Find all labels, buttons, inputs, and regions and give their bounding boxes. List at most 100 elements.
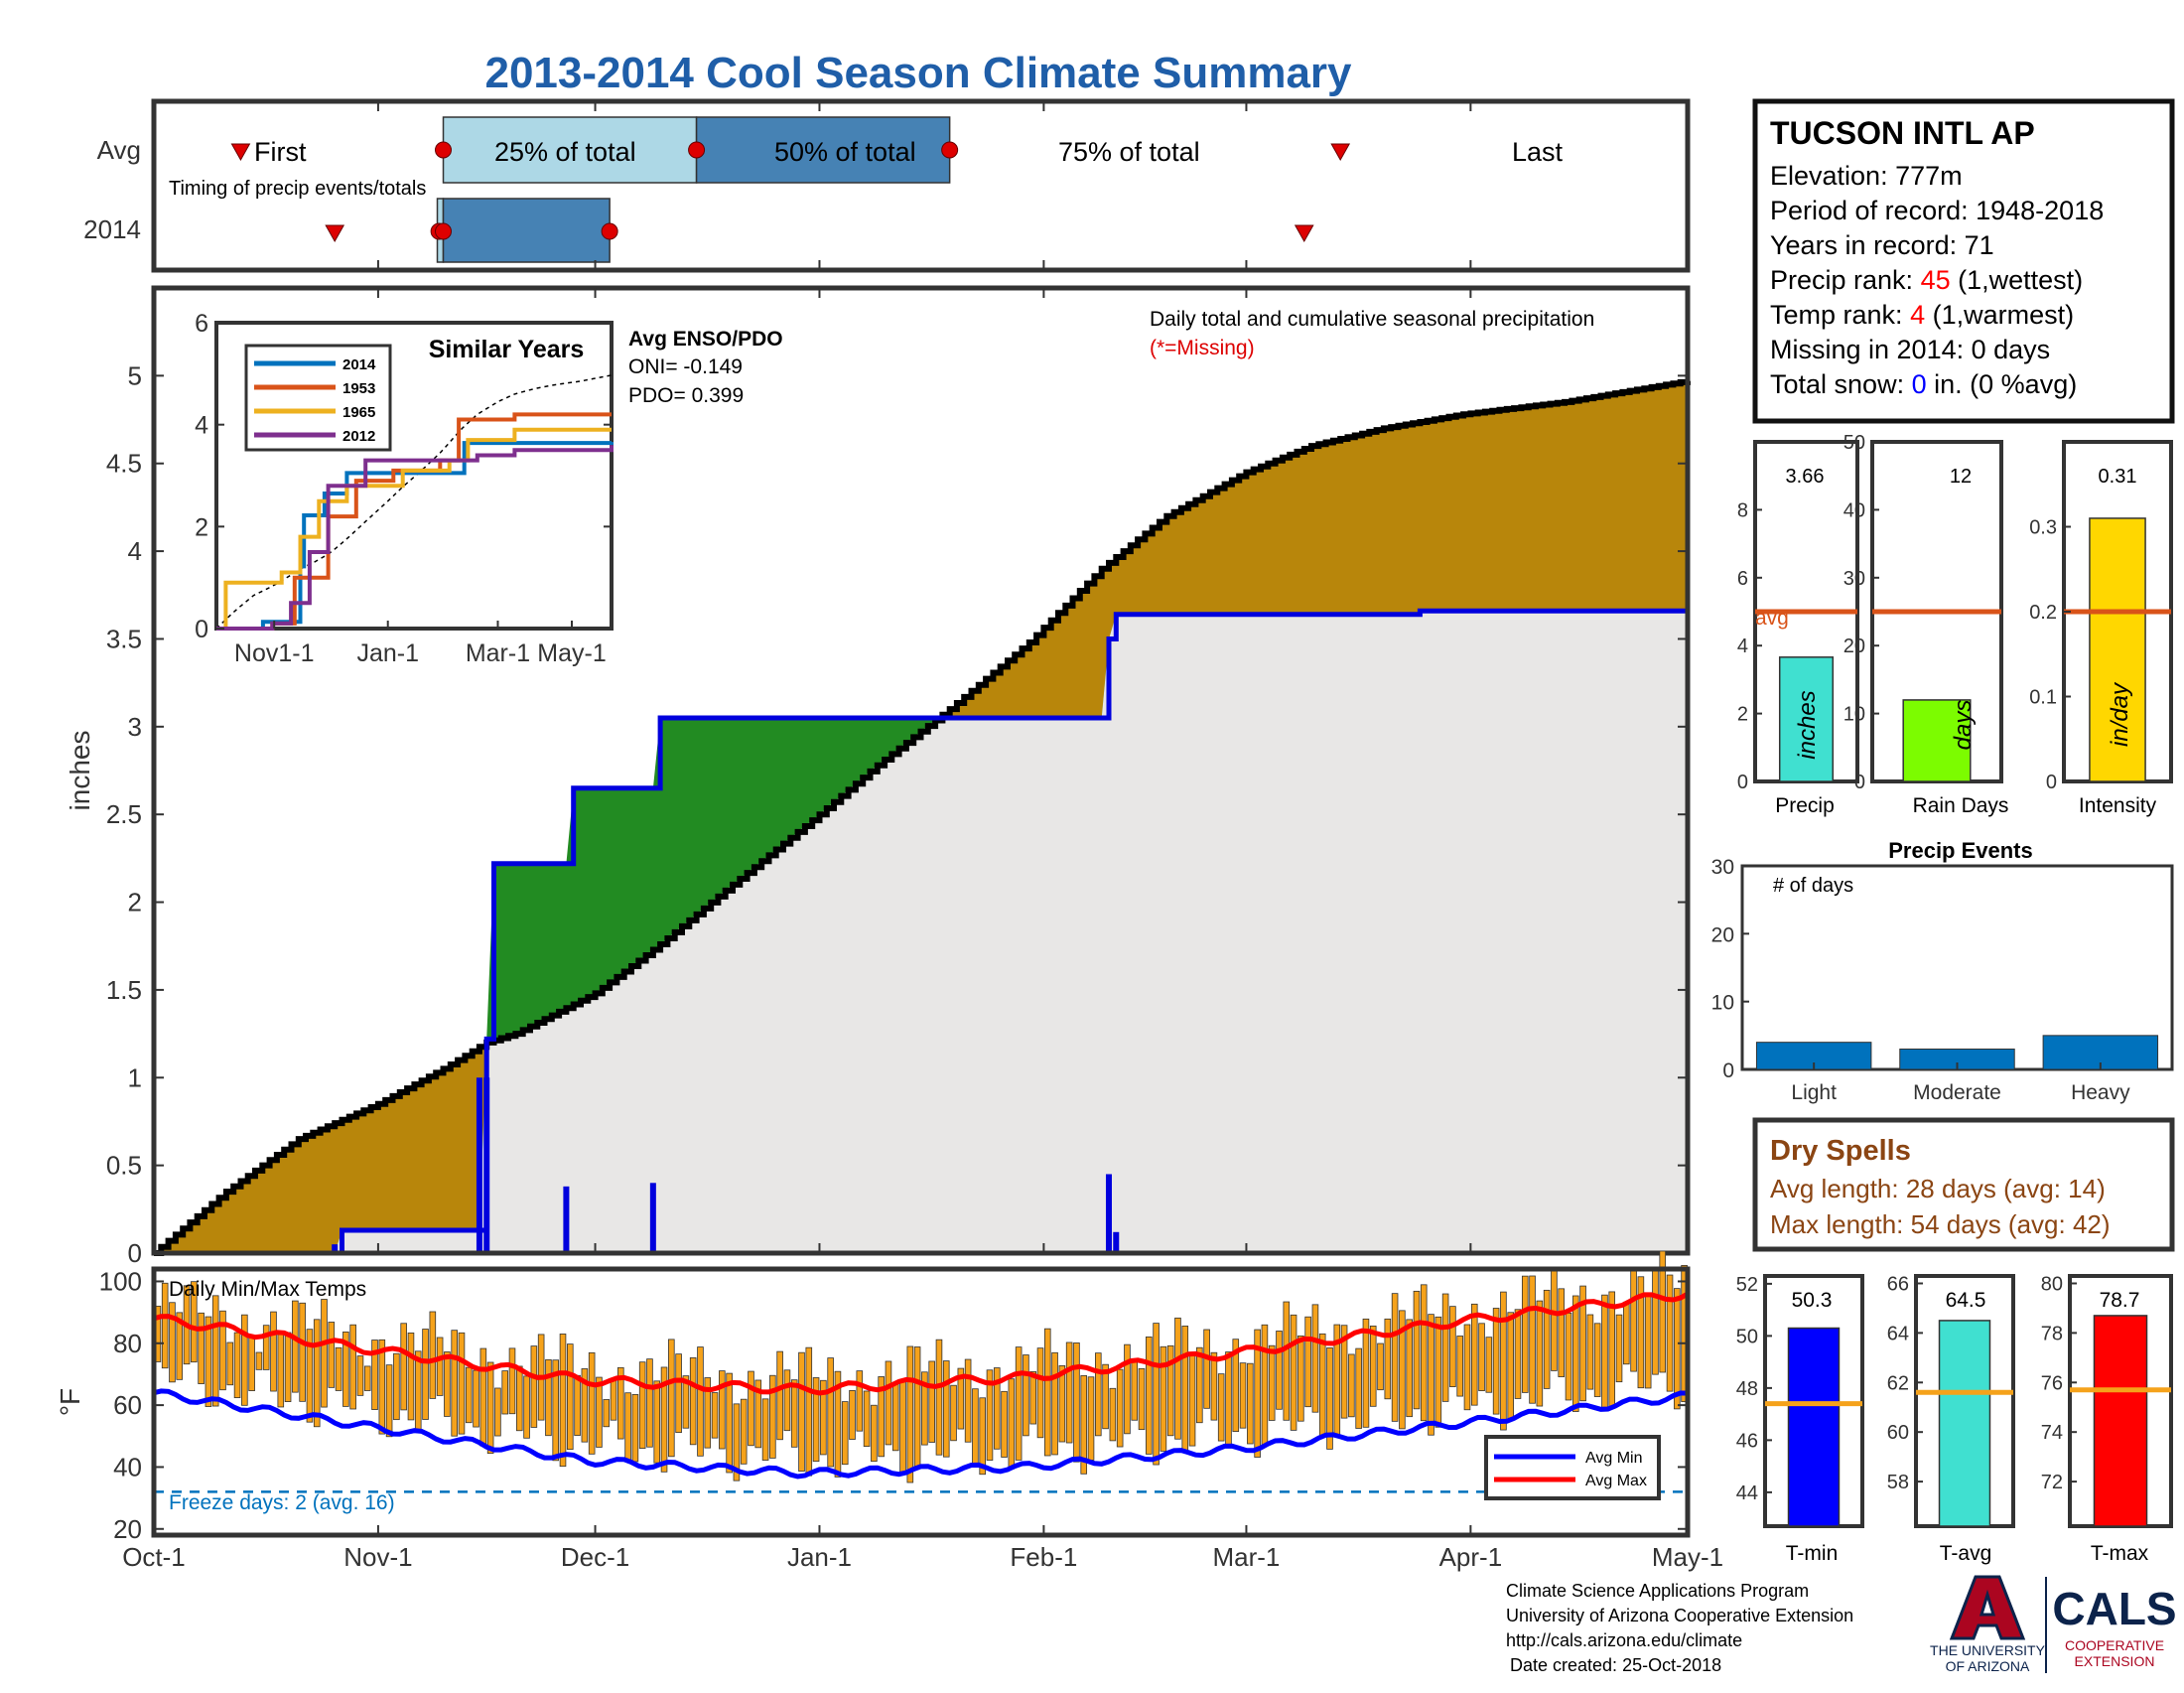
timing-avg-marker <box>435 141 453 159</box>
precip-stat-tick-label: 8 <box>1737 499 1748 521</box>
daily-temp-bar <box>689 1356 697 1446</box>
daily-temp-bar <box>1124 1343 1131 1435</box>
station-missing: Missing in 2014: 0 days <box>1770 335 2050 364</box>
main-missing-note: (*=Missing) <box>1150 337 1255 359</box>
daily-temp-bar <box>226 1341 234 1386</box>
raindays-stat-tick-label: 40 <box>1843 499 1865 521</box>
timing-avg-first-marker <box>230 143 251 162</box>
station-info-box: TUCSON INTL AP Elevation: 777m Period of… <box>1752 98 2175 424</box>
daily-temp-bar <box>1558 1288 1566 1377</box>
daily-temp-bar <box>349 1324 356 1410</box>
daily-temp-bar <box>1348 1353 1355 1418</box>
daily-temp-bar <box>191 1281 198 1363</box>
temp-ytick-label: 80 <box>113 1329 142 1358</box>
daily-temp-bar <box>436 1337 444 1396</box>
legend-text-1953: 1953 <box>342 380 375 397</box>
ua-logo: THE UNIVERSITY OF ARIZONA CALS COOPERATI… <box>1930 1575 2177 1674</box>
daily-temp-bar <box>1536 1300 1544 1407</box>
daily-temp-bar <box>1492 1308 1500 1415</box>
precip-event-category: Light <box>1791 1081 1837 1104</box>
main-ylabel: inches <box>65 731 95 811</box>
daily-precip-bar <box>1113 1231 1120 1253</box>
daily-temp-bar <box>624 1392 631 1462</box>
page-title: 2013-2014 Cool Season Climate Summary <box>484 49 1352 97</box>
tmin-tick-label: 48 <box>1736 1378 1758 1400</box>
daily-temp-bar <box>501 1370 508 1415</box>
daily-temp-bar <box>1001 1390 1008 1458</box>
daily-temp-bar <box>1268 1344 1276 1421</box>
daily-temp-bar <box>935 1339 943 1456</box>
events-tick-label: 0 <box>1722 1059 1734 1082</box>
daily-temp-bar <box>783 1369 791 1432</box>
main-annotation: Daily total and cumulative seasonal prec… <box>1150 308 1594 331</box>
daily-precip-bar <box>563 1186 570 1253</box>
avg-max-line <box>153 1291 1690 1396</box>
temp-bar-labels: T-min T-avg T-max 50.3 64.5 78.7 <box>1786 1289 2149 1565</box>
daily-temp-bar <box>313 1319 321 1428</box>
events-tick-label: 20 <box>1711 923 1734 946</box>
avg-cumulative-line <box>154 378 1691 1256</box>
daily-temp-bar <box>465 1366 473 1424</box>
daily-temp-bar <box>1095 1352 1102 1437</box>
daily-temp-bar <box>1225 1351 1232 1445</box>
daily-temp-bar <box>1210 1351 1218 1421</box>
stat-bar-labels: Precip Rain Days Intensity 3.66 12 0.31 … <box>1755 466 2157 817</box>
daily-temp-bar <box>638 1361 646 1449</box>
tavg-tick-label: 62 <box>1887 1372 1909 1394</box>
daily-temp-bar <box>871 1404 878 1463</box>
station-period: Period of record: 1948-2018 <box>1770 196 2104 225</box>
daily-temp-bar <box>631 1393 639 1463</box>
precip-stat-tick-label: 4 <box>1737 635 1748 657</box>
daily-temp-bar <box>617 1366 624 1440</box>
daily-temp-bar <box>1441 1293 1449 1402</box>
inset-xtick-label: Jan-1 <box>356 639 419 667</box>
daily-temp-bar <box>1485 1337 1493 1393</box>
precip-avg-label: avg <box>1755 607 1789 630</box>
inset-xtick-label: May-1 <box>537 639 606 667</box>
inset-xtick-label: Nov1-1 <box>234 639 315 667</box>
tavg-tick-label: 60 <box>1887 1422 1909 1444</box>
timing-label-75: 75% of total <box>1058 137 1200 167</box>
footer-line-4: Date created: 25-Oct-2018 <box>1510 1655 1721 1675</box>
daily-temp-bar <box>407 1332 415 1421</box>
xtick-label: Mar-1 <box>1212 1542 1280 1572</box>
temp-rank-value: 4 <box>1910 300 1925 330</box>
tmin-value: 50.3 <box>1792 1289 1833 1312</box>
daily-temp-bar <box>1500 1291 1507 1431</box>
cumulative-2014-line <box>154 608 1688 1256</box>
timing-avg-marker <box>941 141 959 159</box>
daily-temp-bar <box>1181 1326 1189 1452</box>
temp-ytick-label: 60 <box>113 1390 142 1420</box>
main-ytick-label: 1 <box>128 1062 142 1092</box>
daily-temp-bar <box>451 1330 458 1437</box>
tmin-tick-label: 44 <box>1736 1482 1758 1504</box>
daily-temp-bar <box>1449 1306 1456 1387</box>
daily-temp-bar <box>473 1369 479 1428</box>
daily-temp-bar <box>646 1358 653 1448</box>
raindays-stat-tick-label: 30 <box>1843 568 1865 590</box>
xtick-label: Nov-1 <box>343 1542 412 1572</box>
avg-min-line <box>153 1388 1688 1480</box>
cumulative-base-area <box>154 611 1688 1253</box>
daily-temp-bar <box>1109 1387 1117 1442</box>
daily-temp-bar <box>1456 1336 1463 1397</box>
daily-temp-bar <box>1023 1354 1029 1437</box>
intensity-stat-tick-label: 0 <box>2046 772 2057 793</box>
ua-line-1: THE UNIVERSITY <box>1930 1642 2046 1658</box>
timing-avg-last-marker <box>1330 143 1351 162</box>
daily-temp-bar <box>1362 1318 1370 1428</box>
daily-temp-bar <box>913 1346 921 1468</box>
daily-temp-bar <box>292 1300 299 1393</box>
enso-title: Avg ENSO/PDO <box>628 328 783 351</box>
daily-temp-bar <box>660 1366 668 1473</box>
raindays-stat-value: 12 <box>1950 466 1972 488</box>
intensity-stat-label: Intensity <box>2079 794 2157 817</box>
timing-label-50: 50% of total <box>774 137 916 167</box>
daily-temp-bar <box>841 1401 849 1466</box>
legend-avg-min-text: Avg Min <box>1585 1450 1643 1467</box>
daily-temp-bar <box>885 1360 892 1446</box>
daily-temp-bar <box>1428 1314 1434 1436</box>
daily-temp-bar <box>719 1370 726 1450</box>
inset-ytick-label: 4 <box>195 412 208 440</box>
